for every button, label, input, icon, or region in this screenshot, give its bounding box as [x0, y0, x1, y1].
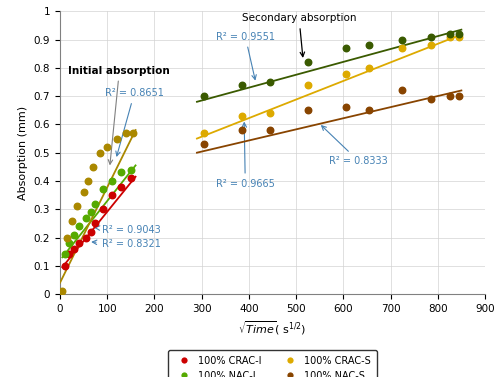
Point	[108, 178, 116, 184]
Point	[398, 87, 406, 93]
Point	[89, 164, 97, 170]
Point	[127, 167, 135, 173]
Point	[238, 113, 246, 119]
Text: R² = 0.9665: R² = 0.9665	[216, 123, 274, 188]
Point	[129, 130, 137, 136]
Point	[82, 234, 90, 241]
Point	[200, 141, 208, 147]
Point	[266, 79, 274, 85]
Point	[122, 130, 130, 136]
Text: R² = 0.9043: R² = 0.9043	[95, 225, 160, 235]
Point	[366, 107, 374, 113]
Point	[266, 127, 274, 133]
Point	[70, 246, 78, 252]
X-axis label: $\sqrt{Time}$( s$^{1/2}$): $\sqrt{Time}$( s$^{1/2}$)	[238, 319, 306, 337]
Point	[426, 34, 434, 40]
Point	[70, 231, 78, 238]
Point	[108, 192, 116, 198]
Text: R² = 0.8651: R² = 0.8651	[105, 88, 164, 156]
Y-axis label: Absorption (mm): Absorption (mm)	[18, 106, 28, 200]
Point	[66, 240, 74, 246]
Point	[238, 127, 246, 133]
Point	[60, 251, 68, 257]
Legend: 100% CRAC-I, 100% NAC-I, 100% RAC-I, 100% CRAC-S, 100% NAC-S, 100% RAC-S: 100% CRAC-I, 100% NAC-I, 100% RAC-I, 100…	[168, 350, 376, 377]
Point	[127, 175, 135, 181]
Point	[72, 204, 80, 210]
Point	[68, 218, 76, 224]
Point	[342, 45, 349, 51]
Point	[446, 93, 454, 99]
Point	[426, 96, 434, 102]
Point	[304, 59, 312, 65]
Point	[86, 209, 94, 215]
Point	[304, 82, 312, 88]
Point	[366, 42, 374, 48]
Point	[455, 93, 463, 99]
Point	[398, 45, 406, 51]
Point	[98, 206, 106, 212]
Point	[342, 104, 349, 110]
Point	[82, 215, 90, 221]
Point	[96, 150, 104, 156]
Point	[446, 31, 454, 37]
Point	[398, 37, 406, 43]
Text: Secondary absorption: Secondary absorption	[242, 13, 356, 57]
Point	[366, 65, 374, 71]
Point	[98, 187, 106, 193]
Text: Initial absorption: Initial absorption	[68, 66, 170, 164]
Point	[80, 189, 88, 195]
Text: R² = 0.9551: R² = 0.9551	[216, 32, 275, 80]
Point	[60, 263, 68, 269]
Point	[455, 34, 463, 40]
Point	[118, 170, 126, 176]
Point	[75, 223, 83, 229]
Point	[304, 107, 312, 113]
Point	[103, 144, 111, 150]
Point	[84, 178, 92, 184]
Point	[92, 201, 100, 207]
Point	[238, 82, 246, 88]
Point	[66, 251, 74, 257]
Point	[86, 229, 94, 235]
Point	[426, 42, 434, 48]
Point	[112, 136, 120, 142]
Point	[455, 31, 463, 37]
Point	[92, 220, 100, 226]
Point	[75, 240, 83, 246]
Point	[58, 288, 66, 294]
Text: R² = 0.8333: R² = 0.8333	[322, 126, 388, 166]
Point	[63, 234, 71, 241]
Point	[446, 34, 454, 40]
Point	[200, 93, 208, 99]
Point	[200, 130, 208, 136]
Point	[118, 184, 126, 190]
Point	[342, 70, 349, 77]
Point	[266, 110, 274, 116]
Text: R² = 0.8321: R² = 0.8321	[92, 239, 160, 250]
